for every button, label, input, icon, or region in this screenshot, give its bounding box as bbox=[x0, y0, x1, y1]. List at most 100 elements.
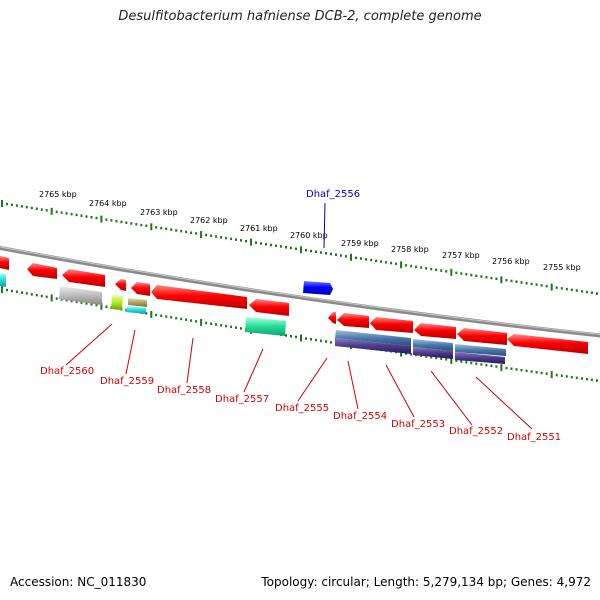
feature-steel-1[interactable] bbox=[335, 330, 411, 346]
feature-cyan[interactable] bbox=[126, 306, 146, 314]
major-tick bbox=[500, 364, 503, 372]
feature-purple-2[interactable] bbox=[413, 347, 453, 359]
minor-tick bbox=[135, 223, 138, 226]
gene-arrow[interactable] bbox=[115, 279, 126, 291]
gene-dhaf-2557[interactable] bbox=[249, 299, 289, 316]
gene-dhaf-2556[interactable] bbox=[303, 281, 333, 295]
minor-tick bbox=[90, 303, 93, 306]
minor-tick bbox=[510, 367, 513, 370]
minor-tick bbox=[315, 338, 317, 342]
gene-label-dhaf-2557[interactable]: Dhaf_2557 bbox=[215, 394, 269, 405]
gene-fragment-left[interactable] bbox=[0, 256, 9, 270]
minor-tick bbox=[180, 229, 183, 233]
minor-tick bbox=[25, 292, 28, 295]
minor-tick bbox=[130, 222, 133, 225]
feature-purple-3[interactable] bbox=[455, 352, 505, 364]
feature-teal[interactable] bbox=[245, 317, 286, 336]
minor-tick bbox=[145, 312, 148, 315]
minor-tick bbox=[210, 322, 213, 325]
leader-dhaf-2560 bbox=[65, 323, 113, 366]
gene-arrow[interactable] bbox=[337, 313, 369, 328]
minor-tick bbox=[565, 375, 568, 378]
minor-tick bbox=[230, 237, 233, 241]
minor-tick bbox=[285, 334, 287, 337]
minor-tick bbox=[575, 289, 578, 292]
leader-dhaf-2554 bbox=[347, 360, 359, 410]
gene-dhaf-2553[interactable] bbox=[414, 323, 456, 339]
minor-tick bbox=[385, 261, 388, 264]
gene-label-dhaf-2556[interactable]: Dhaf_2556 bbox=[306, 189, 360, 200]
minor-tick bbox=[20, 291, 23, 294]
minor-tick bbox=[375, 259, 378, 263]
gene-dhaf-2551[interactable] bbox=[507, 334, 588, 354]
minor-tick bbox=[335, 253, 337, 256]
gene-label-dhaf-2559[interactable]: Dhaf_2559 bbox=[100, 376, 154, 387]
scale-label: 2761 kbp bbox=[240, 224, 278, 233]
feature-gray[interactable] bbox=[59, 286, 102, 305]
scale-label: 2765 kbp bbox=[39, 190, 77, 199]
gene-label-dhaf-2560[interactable]: Dhaf_2560 bbox=[40, 366, 94, 377]
gene-arrow[interactable] bbox=[62, 269, 105, 287]
leader-dhaf-2556 bbox=[323, 202, 326, 249]
major-tick bbox=[450, 268, 453, 276]
minor-tick bbox=[480, 275, 483, 278]
gene-label-dhaf-2552[interactable]: Dhaf_2552 bbox=[449, 426, 503, 437]
reverse-strand-genes bbox=[0, 256, 588, 354]
minor-tick bbox=[195, 320, 198, 323]
minor-tick bbox=[125, 221, 128, 224]
feature-steel-3[interactable] bbox=[455, 344, 506, 356]
gene-dhaf-2554[interactable] bbox=[370, 317, 413, 333]
minor-tick bbox=[95, 216, 98, 220]
minor-tick bbox=[510, 279, 513, 283]
feature-purple-1[interactable] bbox=[335, 338, 411, 354]
minor-tick bbox=[115, 219, 118, 223]
minor-tick bbox=[490, 276, 493, 280]
minor-tick bbox=[580, 377, 583, 380]
feature-fragment-left[interactable] bbox=[0, 273, 6, 287]
minor-tick bbox=[220, 324, 223, 327]
leader-dhaf-2555 bbox=[297, 357, 328, 402]
scale-label: 2755 kbp bbox=[543, 263, 581, 272]
minor-tick bbox=[205, 321, 208, 325]
gene-dhaf-2555[interactable] bbox=[328, 312, 336, 324]
gene-label-dhaf-2554[interactable]: Dhaf_2554 bbox=[333, 411, 387, 422]
gene-labels: Dhaf_2556 Dhaf_2560 Dhaf_2559 Dhaf_2558 … bbox=[40, 189, 561, 443]
minor-tick bbox=[440, 357, 443, 360]
scale-label: 2757 kbp bbox=[442, 251, 480, 260]
forward-strand-genes bbox=[303, 281, 333, 295]
minor-tick bbox=[185, 230, 188, 234]
minor-tick bbox=[460, 272, 463, 275]
minor-tick bbox=[475, 274, 478, 277]
minor-tick bbox=[190, 319, 193, 322]
leader-dhaf-2558 bbox=[186, 337, 194, 384]
minor-tick bbox=[145, 224, 148, 227]
minor-tick bbox=[590, 378, 593, 382]
minor-tick bbox=[325, 252, 327, 255]
minor-tick bbox=[360, 257, 362, 260]
feature-lime[interactable] bbox=[111, 295, 123, 310]
minor-tick bbox=[395, 262, 398, 266]
minor-tick bbox=[175, 229, 178, 232]
gene-label-dhaf-2555[interactable]: Dhaf_2555 bbox=[275, 403, 329, 414]
minor-tick bbox=[30, 293, 33, 296]
minor-tick bbox=[475, 362, 478, 365]
minor-tick bbox=[165, 227, 168, 231]
minor-tick bbox=[55, 210, 58, 214]
minor-tick bbox=[165, 315, 168, 318]
minor-tick bbox=[85, 302, 88, 305]
gene-label-dhaf-2551[interactable]: Dhaf_2551 bbox=[507, 432, 561, 443]
gene-label-dhaf-2553[interactable]: Dhaf_2553 bbox=[391, 419, 445, 430]
minor-tick bbox=[110, 219, 113, 222]
major-tick bbox=[100, 302, 103, 310]
gene-arrow[interactable] bbox=[27, 263, 57, 279]
feature-khaki[interactable] bbox=[128, 298, 147, 307]
gene-label-dhaf-2558[interactable]: Dhaf_2558 bbox=[157, 385, 211, 396]
minor-tick bbox=[565, 287, 568, 291]
minor-tick bbox=[590, 291, 593, 294]
minor-tick bbox=[75, 300, 78, 304]
gene-dhaf-2552[interactable] bbox=[457, 328, 507, 345]
minor-tick bbox=[235, 238, 237, 241]
gene-arrow[interactable] bbox=[131, 282, 150, 296]
gene-dhaf-2558[interactable] bbox=[151, 285, 247, 309]
genome-summary-text: Topology: circular; Length: 5,279,134 bp… bbox=[261, 575, 591, 589]
